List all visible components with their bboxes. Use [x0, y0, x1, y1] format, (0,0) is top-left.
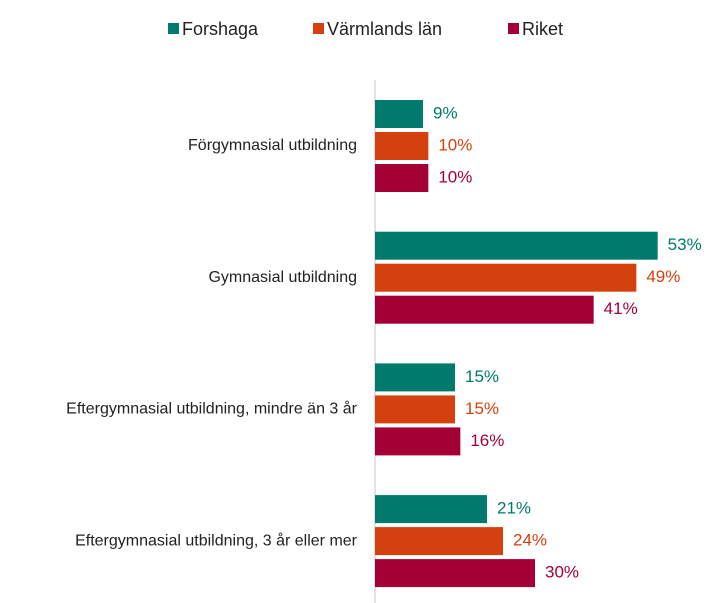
- data-label: 53%: [668, 235, 702, 254]
- bar: [375, 495, 487, 524]
- bar: [375, 527, 503, 556]
- data-label: 15%: [465, 367, 499, 386]
- legend-label: Forshaga: [182, 19, 259, 39]
- bar: [375, 231, 658, 260]
- data-label: 10%: [438, 135, 472, 154]
- category-label: Eftergymnasial utbildning, mindre än 3 å…: [66, 400, 357, 418]
- bar: [375, 295, 594, 324]
- data-label: 15%: [465, 399, 499, 418]
- legend-swatch: [168, 23, 179, 34]
- bar: [375, 395, 455, 424]
- data-label: 30%: [545, 563, 579, 582]
- bar: [375, 427, 461, 456]
- legend-label: Riket: [522, 19, 563, 39]
- data-label: 9%: [433, 103, 458, 122]
- data-label: 49%: [646, 267, 680, 286]
- legend-swatch: [508, 23, 519, 34]
- bar: [375, 100, 423, 128]
- category-label: Förgymnasial utbildning: [188, 137, 357, 154]
- legend-label: Värmlands län: [327, 19, 442, 39]
- category-label: Gymnasial utbildning: [208, 269, 357, 286]
- bar: [375, 263, 637, 292]
- bar: [375, 164, 429, 192]
- data-label: 41%: [604, 299, 638, 318]
- bar: [375, 363, 455, 392]
- data-label: 16%: [470, 431, 504, 450]
- data-label: 21%: [497, 499, 531, 518]
- bar: [375, 132, 429, 160]
- bar: [375, 559, 535, 588]
- category-label: Eftergymnasial utbildning, 3 år eller me…: [75, 531, 358, 549]
- legend-swatch: [313, 23, 324, 34]
- data-label: 10%: [438, 167, 472, 186]
- data-label: 24%: [513, 531, 547, 550]
